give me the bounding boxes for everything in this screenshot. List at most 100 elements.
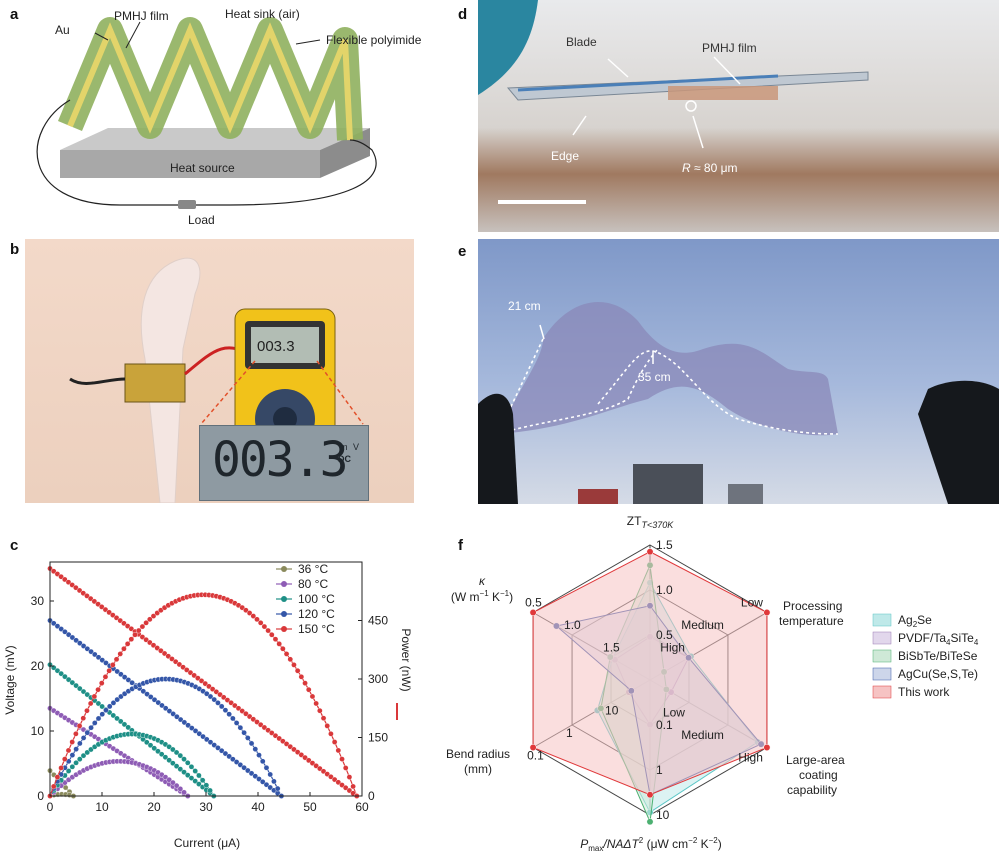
voltage-point	[222, 750, 229, 757]
radar-series	[529, 548, 771, 826]
voltage-point	[65, 676, 72, 683]
y-tick-label-left: 10	[31, 724, 45, 738]
legend-swatch-marker	[281, 566, 287, 572]
x-tick-label: 20	[147, 800, 161, 814]
axis-title-zt: ZTT<370K	[627, 514, 674, 530]
power-point	[215, 700, 221, 706]
radar-tick-label: 1	[656, 763, 663, 777]
legend-label: 36 °C	[298, 562, 328, 576]
power-point	[102, 674, 109, 680]
x-tick-label: 10	[95, 800, 109, 814]
legend-label: BiSbTe/BiTeSe	[898, 649, 978, 663]
power-point	[73, 746, 79, 752]
label-radius: R ≈ 80 μm	[682, 161, 738, 175]
voltage-point	[256, 776, 262, 782]
panel-letter-f: f	[458, 537, 463, 554]
power-point	[226, 711, 232, 717]
voltage-point	[173, 763, 180, 769]
power-point	[150, 613, 157, 619]
voltage-point	[147, 742, 154, 749]
x-tick-label: 40	[251, 800, 265, 814]
multimeter-zoom-reading: 003.3	[212, 432, 348, 488]
power-point	[184, 760, 191, 766]
power-point	[243, 607, 249, 614]
power-point	[80, 752, 87, 759]
power-point	[170, 779, 176, 786]
power-point	[237, 724, 244, 731]
power-point	[230, 715, 236, 722]
radar-tick-label: 0.1	[527, 749, 544, 763]
power-point	[254, 616, 260, 623]
voltage-point	[218, 747, 225, 754]
label-pmhj-film-d: PMHJ film	[702, 41, 757, 55]
power-point	[335, 747, 342, 754]
y-axis-label-right: Power (nW)	[399, 628, 413, 691]
radar-point	[529, 744, 537, 751]
large-film-photo: 21 cm 35 cm	[478, 239, 999, 504]
voltage-point	[203, 736, 210, 743]
y-tick-label-left: 20	[31, 659, 45, 673]
legend-swatch-marker	[281, 596, 287, 602]
voltage-point	[147, 694, 154, 700]
voltage-point	[80, 643, 87, 649]
radar-point	[763, 744, 771, 751]
multimeter-zoom-display: 003.3 m V DC	[199, 425, 369, 501]
voltage-point	[114, 715, 120, 722]
glove-right	[918, 380, 999, 504]
voltage-point	[166, 708, 173, 714]
y-tick-label-right: 0	[368, 789, 375, 803]
voltage-point	[58, 670, 64, 677]
label-pmhj-film: PMHJ film	[114, 9, 169, 23]
axis-title-kappa: κ	[479, 574, 486, 588]
radar-tick-label: Medium	[681, 728, 724, 742]
scale-bar	[498, 200, 586, 204]
voltage-point	[95, 700, 102, 707]
pmhj-large-film	[498, 301, 838, 436]
radar-legend: Ag2Se PVDF/Ta4SiTe4 BiSbTe/BiTeSe AgCu(Se,S…	[872, 613, 979, 699]
power-point	[69, 752, 76, 758]
power-point	[50, 783, 57, 790]
power-point	[65, 768, 72, 774]
legend-swatch	[872, 649, 892, 663]
power-point	[132, 631, 138, 638]
x-tick-label: 30	[199, 800, 213, 814]
power-point	[298, 674, 305, 680]
power-point	[207, 693, 214, 700]
power-point	[302, 680, 308, 686]
power-point	[313, 700, 319, 707]
glove-left	[478, 393, 518, 504]
voltage-point	[77, 640, 83, 646]
axis-title-bend-2: (mm)	[464, 762, 492, 776]
power-point	[117, 651, 124, 657]
power-point	[91, 693, 98, 700]
voltage-point	[184, 772, 191, 778]
voltage-point	[162, 705, 169, 712]
label-au: Au	[55, 23, 70, 37]
voltage-point	[158, 751, 165, 758]
voltage-point	[230, 756, 236, 763]
radar-tick-label: High	[660, 641, 685, 655]
voltage-point	[188, 775, 195, 781]
legend-swatch	[872, 631, 892, 645]
legend-label: This work	[898, 685, 950, 699]
radar-point	[763, 609, 771, 616]
power-point	[118, 693, 124, 700]
voltage-point	[129, 679, 135, 686]
power-point	[121, 645, 127, 652]
power-point	[320, 715, 327, 721]
voltage-point	[65, 631, 72, 638]
radar-point	[646, 791, 654, 799]
power-point	[317, 707, 323, 714]
radar-chart: 1.5 1.0 0.5 Low Medium High High Medium Low 10 1 0.…	[446, 514, 979, 853]
power-point	[342, 765, 349, 771]
building	[633, 464, 703, 504]
multimeter-screen	[251, 327, 319, 363]
voltage-point	[54, 667, 61, 674]
large-film-scene: 21 cm 35 cm	[478, 299, 999, 504]
power-point	[283, 651, 290, 657]
legend-swatch-marker	[281, 626, 287, 632]
pmhj-film-on-blade	[668, 86, 778, 100]
wrist-teg-device	[124, 363, 186, 403]
legend-label: 100 °C	[298, 592, 335, 606]
